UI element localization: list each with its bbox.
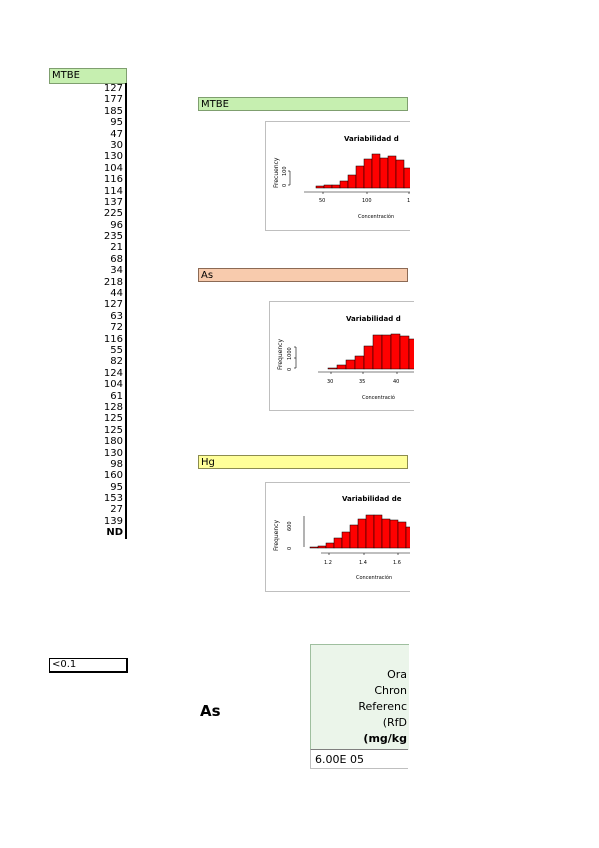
x-tick-label: 100 xyxy=(362,198,372,204)
mtbe-value-cell[interactable]: 27 xyxy=(110,504,123,516)
mtbe-value-cell[interactable]: 68 xyxy=(110,253,123,265)
chart-title: Variabilidad d xyxy=(346,315,401,323)
rfd-header-line: Ora xyxy=(387,668,407,681)
mtbe-value-cell[interactable]: 21 xyxy=(110,242,123,254)
mtbe-value-cell[interactable]: 125 xyxy=(103,424,123,436)
mtbe-value-cell[interactable]: 96 xyxy=(110,219,123,231)
mtbe-value-cell[interactable]: 139 xyxy=(103,515,123,527)
mtbe-value-cell[interactable]: 130 xyxy=(103,151,123,163)
mtbe-value-cell[interactable]: 124 xyxy=(103,367,123,379)
chart-ylabel: Frequency xyxy=(273,520,280,551)
y-tick-label: 1000 xyxy=(287,347,293,360)
x-tick-label: 40 xyxy=(393,379,399,385)
detection-limit-cell[interactable]: <0.1 xyxy=(49,658,128,673)
mtbe-value-cell[interactable]: 160 xyxy=(103,470,123,482)
chart-xlabel: Concentración xyxy=(356,574,392,581)
y-tick-label: 100 xyxy=(282,166,288,176)
chart-title: Variabilidad de xyxy=(342,495,402,503)
x-tick-label: 1.2 xyxy=(324,560,332,566)
mtbe-value-cell[interactable]: 128 xyxy=(103,401,123,413)
mtbe-value-cell[interactable]: 72 xyxy=(110,322,123,334)
mtbe-value-cell[interactable]: 95 xyxy=(110,481,123,493)
mtbe-value-cell[interactable]: 34 xyxy=(110,265,123,277)
mtbe-value-cell[interactable]: 180 xyxy=(103,436,123,448)
rfd-element-label: As xyxy=(200,702,221,720)
mtbe-value-cell[interactable]: 44 xyxy=(110,288,123,300)
mtbe-value-cell[interactable]: 137 xyxy=(103,196,123,208)
x-tick-label: 50 xyxy=(319,198,325,204)
mtbe-value-cell[interactable]: 235 xyxy=(103,231,123,243)
chart-xlabel: Concentració xyxy=(362,394,395,401)
rfd-header-line: Chron xyxy=(374,684,407,697)
y-tick-label: 0 xyxy=(282,184,288,187)
chart-ylabel: Frecuency xyxy=(273,157,280,188)
mtbe-value-cell[interactable]: 98 xyxy=(110,458,123,470)
mtbe-value-cell[interactable]: 218 xyxy=(103,276,123,288)
rfd-value-cell[interactable]: 6.00E 05 xyxy=(310,749,408,769)
y-tick-label: 0 xyxy=(287,368,293,371)
chart-xlabel: Concentración xyxy=(358,213,394,220)
x-tick-label: 30 xyxy=(327,379,333,385)
mtbe-section-header[interactable]: MTBE xyxy=(198,97,408,111)
mtbe-value-cell[interactable]: 95 xyxy=(110,117,123,129)
x-tick-label: 1.6 xyxy=(393,560,401,566)
as-histogram-chart[interactable]: Variabilidad d Frequency 0 1000 30 35 40… xyxy=(269,301,414,411)
histogram-bars xyxy=(327,333,414,370)
as-section-header[interactable]: As xyxy=(198,268,408,282)
mtbe-value-cell[interactable]: 153 xyxy=(103,493,123,505)
mtbe-value-cell[interactable]: 82 xyxy=(110,356,123,368)
mtbe-value-cell[interactable]: 185 xyxy=(103,105,123,117)
mtbe-value-cell[interactable]: 225 xyxy=(103,208,123,220)
mtbe-value-cell[interactable]: 177 xyxy=(103,94,123,106)
mtbe-value-cell[interactable]: 47 xyxy=(110,128,123,140)
mtbe-values-column: 127 177 185 95 47 30 130 104 116 114 137 225 96 235 21… xyxy=(49,83,127,539)
x-tick-label: 35 xyxy=(359,379,365,385)
rfd-header-unit: (mg/kg xyxy=(363,732,407,745)
rfd-header-line: (RfD xyxy=(382,716,407,729)
histogram-bars xyxy=(309,514,410,549)
chart-title: Variabilidad d xyxy=(344,135,399,143)
mtbe-value-cell[interactable]: 104 xyxy=(103,379,123,391)
mtbe-value-cell[interactable]: 127 xyxy=(103,299,123,311)
histogram-bars xyxy=(315,153,410,189)
x-tick-label: 1.4 xyxy=(359,560,367,566)
x-tick-label: 1 xyxy=(407,198,410,204)
chart-ylabel: Frequency xyxy=(277,339,284,370)
mtbe-histogram-chart[interactable]: Variabilidad d Frecuency 0 100 50 100 1 … xyxy=(265,121,410,231)
mtbe-value-cell[interactable]: 30 xyxy=(110,139,123,151)
y-tick-label: 0 xyxy=(287,547,293,550)
mtbe-value-cell[interactable]: 116 xyxy=(103,333,123,345)
mtbe-value-cell[interactable]: 114 xyxy=(103,185,123,197)
mtbe-value-cell[interactable]: 125 xyxy=(103,413,123,425)
nd-cell[interactable]: ND xyxy=(106,527,123,539)
mtbe-value-cell[interactable]: 63 xyxy=(110,310,123,322)
mtbe-column-header[interactable]: MTBE xyxy=(49,68,127,84)
mtbe-value-cell[interactable]: 130 xyxy=(103,447,123,459)
mtbe-value-cell[interactable]: 55 xyxy=(110,344,123,356)
rfd-header-cell[interactable]: Ora Chron Referenc (RfD (mg/kg xyxy=(310,644,409,750)
hg-section-header[interactable]: Hg xyxy=(198,455,408,469)
y-tick-label: 600 xyxy=(287,521,293,531)
mtbe-value-cell[interactable]: 61 xyxy=(110,390,123,402)
mtbe-value-cell[interactable]: 116 xyxy=(103,174,123,186)
mtbe-value-cell[interactable]: 127 xyxy=(103,83,123,94)
hg-histogram-chart[interactable]: Variabilidad de Frequency 0 600 1.2 1.4 … xyxy=(265,482,410,592)
mtbe-value-cell[interactable]: 104 xyxy=(103,162,123,174)
rfd-header-line: Referenc xyxy=(358,700,407,713)
